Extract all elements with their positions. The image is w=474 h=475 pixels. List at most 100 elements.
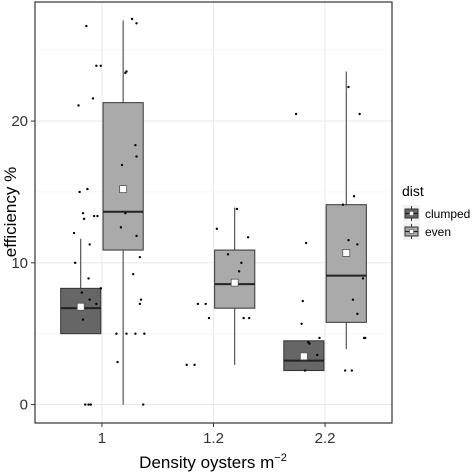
legend-key-mean	[409, 229, 414, 234]
legend-label-clumped: clumped	[425, 207, 470, 221]
y-tick-label: 0	[20, 397, 28, 414]
data-point	[242, 316, 245, 320]
data-point	[246, 236, 250, 239]
data-point	[356, 312, 359, 316]
legend-entry-clumped: clumped	[403, 205, 470, 222]
data-point	[95, 302, 98, 306]
boxes	[60, 20, 367, 405]
data-point	[96, 214, 99, 218]
data-point	[88, 298, 91, 301]
data-point	[196, 302, 200, 306]
legend-title: dist	[402, 183, 424, 199]
data-point	[81, 318, 85, 321]
data-point	[204, 302, 207, 306]
data-point	[341, 203, 345, 206]
data-point	[87, 277, 90, 280]
data-point	[134, 143, 137, 147]
data-point	[131, 272, 135, 276]
x-tick-label: 1.2	[203, 430, 224, 447]
data-point	[87, 403, 90, 406]
mean-marker	[76, 302, 85, 311]
data-point	[364, 336, 367, 340]
data-point	[125, 332, 128, 335]
data-point	[89, 403, 92, 406]
data-point	[358, 112, 361, 116]
legend: dist clumped even	[402, 183, 470, 240]
y-axis: 0 10 20	[11, 113, 35, 414]
box-body	[325, 204, 367, 323]
data-point	[119, 226, 123, 229]
data-point	[99, 287, 103, 290]
data-point	[80, 291, 84, 294]
data-point	[351, 298, 355, 301]
x-axis-title-superscript: −2	[274, 452, 287, 464]
data-point	[77, 104, 80, 107]
mean-marker	[119, 185, 128, 194]
data-point	[88, 243, 91, 246]
data-point	[99, 64, 103, 67]
data-point	[207, 316, 211, 320]
legend-key-mean	[409, 211, 414, 216]
data-point	[91, 97, 95, 100]
data-point	[92, 214, 96, 218]
box-clumped-2.2	[283, 340, 325, 372]
data-point	[240, 261, 243, 265]
data-point	[120, 163, 124, 167]
box-body	[60, 287, 102, 335]
data-point	[304, 241, 308, 245]
data-point	[215, 227, 219, 231]
data-point	[95, 64, 98, 67]
data-point	[226, 253, 230, 256]
x-tick-label: 2.2	[315, 430, 336, 447]
data-point	[193, 363, 196, 367]
data-point	[134, 332, 137, 335]
legend-entry-even: even	[403, 223, 451, 240]
grid	[35, 2, 392, 423]
data-point	[300, 322, 303, 325]
data-point	[301, 299, 304, 303]
data-point	[115, 332, 118, 335]
data-point	[361, 277, 365, 280]
data-point	[235, 207, 239, 211]
data-point	[356, 243, 359, 246]
data-point	[125, 70, 128, 73]
data-point	[352, 194, 356, 198]
data-point	[84, 403, 87, 406]
box-even-1	[102, 20, 144, 405]
y-axis-title: efficiency %	[1, 167, 20, 257]
box-clumped-1	[60, 238, 102, 335]
x-axis: 1 1.2 2.2	[98, 423, 336, 447]
data-point	[116, 360, 119, 364]
x-axis-title-main: Density oysters m	[139, 453, 274, 472]
data-point	[142, 403, 145, 406]
data-point	[139, 298, 143, 301]
data-point	[185, 363, 188, 367]
data-point	[82, 217, 86, 221]
y-tick-label: 10	[11, 255, 28, 272]
mean-marker	[342, 248, 351, 257]
data-point	[138, 302, 142, 306]
data-point	[72, 231, 76, 235]
data-point	[347, 85, 350, 89]
data-point	[135, 155, 138, 158]
data-point	[78, 190, 81, 194]
data-point	[81, 212, 85, 215]
data-point	[86, 187, 89, 191]
x-tick-label: 1	[98, 430, 106, 447]
data-point	[343, 369, 347, 372]
data-point	[135, 22, 138, 25]
data-point	[294, 112, 298, 116]
mean-markers	[76, 185, 351, 361]
data-point	[248, 316, 251, 320]
box-body	[102, 102, 144, 251]
x-axis-title: Density oysters m−2	[139, 452, 287, 472]
data-point	[318, 336, 321, 340]
box-even-2.2	[325, 71, 367, 350]
data-point	[73, 261, 77, 265]
legend-label-even: even	[425, 225, 451, 239]
data-point	[138, 255, 142, 259]
data-point	[130, 17, 134, 21]
data-point	[143, 332, 146, 335]
y-tick-label: 20	[11, 113, 28, 130]
mean-marker	[230, 278, 239, 287]
